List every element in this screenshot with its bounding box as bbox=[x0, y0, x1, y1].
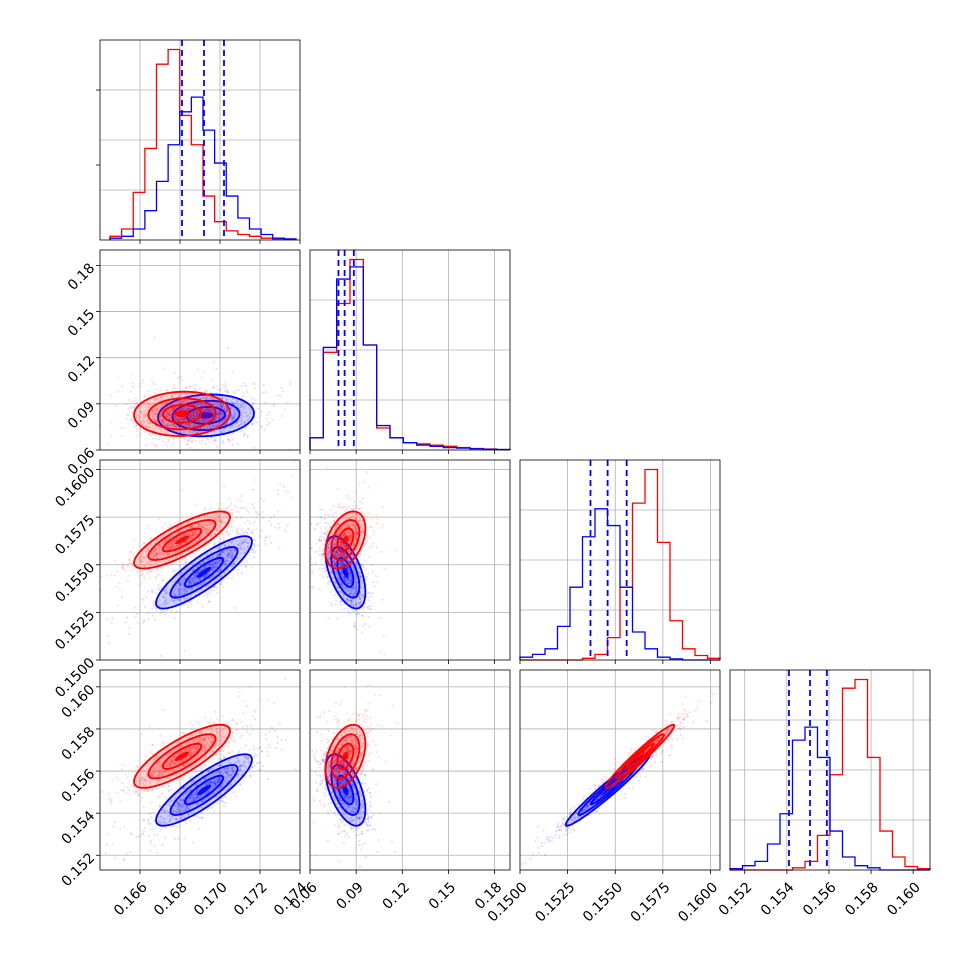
y-tick-label: 0.1550 bbox=[52, 560, 98, 606]
axes-frame bbox=[309, 669, 511, 871]
scatter-panel-2-0 bbox=[96, 459, 301, 664]
y-tick-label: 0.158 bbox=[59, 724, 99, 764]
contour-level bbox=[196, 784, 212, 796]
axes-frame bbox=[99, 669, 301, 871]
x-tick-label: 0.154 bbox=[758, 879, 798, 919]
hist-panel-0 bbox=[96, 39, 301, 244]
scatter-area bbox=[521, 690, 716, 865]
contour-level bbox=[196, 566, 212, 578]
x-tick-label: 0.15 bbox=[426, 879, 459, 912]
x-tick-label: 0.1600 bbox=[675, 879, 721, 925]
x-tick-label: 0.1575 bbox=[628, 879, 674, 925]
x-tick-label: 0.168 bbox=[151, 879, 191, 919]
contours-red bbox=[133, 510, 231, 570]
contour-level bbox=[634, 751, 646, 762]
contours-blue bbox=[155, 753, 253, 827]
scatter-panel-3-0 bbox=[96, 669, 301, 874]
hist-panel-1 bbox=[309, 249, 511, 454]
contour-level bbox=[342, 784, 349, 796]
axes-frame bbox=[99, 459, 301, 661]
scatter-area bbox=[100, 336, 293, 450]
x-tick-label: 0.170 bbox=[191, 879, 231, 919]
axes-frame bbox=[519, 669, 721, 871]
contour-level bbox=[174, 410, 190, 418]
x-tick-label: 0.1525 bbox=[532, 879, 578, 925]
histogram-blue bbox=[309, 266, 511, 451]
contour-level bbox=[342, 566, 349, 578]
scatter-panel-3-1 bbox=[309, 669, 511, 874]
x-tick-label: 0.172 bbox=[231, 879, 271, 919]
contour-level bbox=[198, 412, 214, 419]
axes-frame bbox=[729, 669, 931, 871]
y-tick-label: 0.18 bbox=[65, 260, 98, 293]
contours-red bbox=[324, 510, 367, 570]
contours-blue bbox=[155, 535, 253, 610]
contours-red bbox=[133, 723, 231, 789]
scatter-panel-2-1 bbox=[309, 459, 511, 664]
contour-level bbox=[342, 751, 349, 762]
x-tick-label: 0.09 bbox=[334, 879, 367, 912]
axes-frame bbox=[99, 249, 301, 451]
contour-level bbox=[174, 751, 190, 762]
x-tick-label: 0.12 bbox=[380, 879, 413, 912]
y-tick-label: 0.12 bbox=[65, 353, 98, 386]
y-tick-label: 0.152 bbox=[59, 850, 99, 890]
scatter-panel-1-0 bbox=[96, 249, 301, 454]
y-tick-label: 0.154 bbox=[59, 808, 99, 848]
histogram-blue bbox=[729, 726, 930, 871]
x-tick-label: 0.166 bbox=[111, 879, 151, 919]
scatter-panel-3-2 bbox=[519, 669, 721, 874]
scatter-area bbox=[311, 684, 399, 868]
contour-level bbox=[174, 535, 190, 545]
scatter-area bbox=[310, 466, 398, 656]
x-tick-label: 0.06 bbox=[287, 879, 320, 912]
y-tick-label: 0.15 bbox=[65, 307, 98, 340]
x-tick-label: 0.152 bbox=[716, 879, 756, 919]
y-tick-label: 0.1525 bbox=[52, 607, 98, 653]
histogram-blue bbox=[109, 96, 297, 240]
contours-red bbox=[133, 390, 231, 437]
x-tick-label: 0.160 bbox=[884, 879, 924, 919]
scatter-area bbox=[100, 460, 296, 657]
histogram-red bbox=[309, 258, 511, 451]
hist-panel-2 bbox=[519, 459, 721, 664]
axes-frame bbox=[99, 39, 301, 241]
y-tick-label: 0.1575 bbox=[52, 512, 98, 558]
contours-red bbox=[604, 723, 676, 789]
y-tick-label: 0.156 bbox=[59, 766, 99, 806]
x-tick-label: 0.156 bbox=[800, 879, 840, 919]
hist-panel-3 bbox=[729, 669, 931, 874]
contour-level bbox=[342, 535, 349, 545]
axes-frame bbox=[309, 249, 511, 451]
scatter-area bbox=[100, 677, 297, 870]
axes-frame bbox=[519, 459, 721, 661]
contours-red bbox=[324, 723, 367, 789]
axes-frame bbox=[309, 459, 511, 661]
histogram-red bbox=[109, 48, 297, 240]
x-tick-label: 0.158 bbox=[842, 879, 882, 919]
x-tick-label: 0.1550 bbox=[580, 879, 626, 925]
y-tick-label: 0.09 bbox=[65, 399, 98, 432]
